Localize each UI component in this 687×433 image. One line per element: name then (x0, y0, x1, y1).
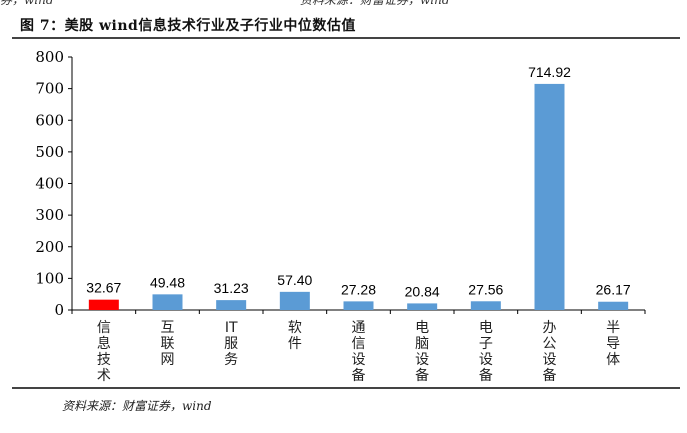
data-label: 20.84 (405, 283, 440, 299)
x-category-label: 软 (288, 320, 302, 336)
bar-8 (534, 83, 565, 310)
x-category-label: 电 (415, 320, 429, 336)
x-category-label: 办 (543, 320, 557, 336)
data-label: 49.48 (150, 274, 185, 290)
source-note: 资料来源：财富证券，wind (62, 399, 212, 413)
bottom-rule (12, 387, 680, 389)
header-fragment-left: 券，wind (0, 0, 54, 7)
header-fragment-middle: 资料来源：财富证券，wind (300, 0, 450, 7)
y-tick-label: 200 (35, 238, 64, 256)
x-category-label: 服 (224, 336, 238, 352)
x-category-label: 务 (224, 352, 238, 368)
x-category-label: 信 (352, 336, 366, 352)
top-rule (12, 37, 680, 39)
data-label: 27.56 (468, 281, 503, 297)
x-category-label: 术 (97, 368, 111, 384)
y-tick-label: 300 (35, 206, 64, 224)
x-category-label: 脑 (415, 336, 429, 352)
data-label: 31.23 (214, 280, 249, 296)
x-category-label: 公 (543, 336, 557, 352)
x-category-label: 备 (415, 367, 429, 384)
x-category-label: 通 (352, 320, 366, 336)
x-category-label: 息 (97, 335, 111, 352)
x-category-label: 技 (97, 352, 111, 368)
bar-2 (152, 294, 183, 310)
bar-9 (598, 301, 629, 310)
x-category-label: 网 (161, 352, 175, 368)
x-category-label: 体 (606, 352, 620, 368)
y-tick-label: 700 (35, 80, 64, 98)
x-category-label: 设 (415, 352, 429, 368)
x-category-label: 联 (161, 336, 175, 352)
x-category-label: 备 (543, 367, 557, 384)
bar-3 (216, 300, 247, 310)
data-label: 714.92 (528, 64, 571, 80)
y-tick-label: 800 (35, 48, 64, 66)
bar-6 (407, 303, 438, 310)
y-tick-label: 100 (35, 269, 64, 287)
x-category-label: 信 (97, 320, 111, 336)
bar-4 (279, 291, 310, 310)
y-tick-label: 0 (54, 301, 64, 319)
x-category-label: IT (225, 320, 238, 336)
x-category-label: 设 (479, 352, 493, 368)
data-label: 26.17 (596, 282, 631, 298)
bar-7 (470, 301, 501, 310)
data-label: 57.40 (277, 272, 312, 288)
y-tick-label: 500 (35, 143, 64, 161)
x-category-label: 子 (479, 336, 493, 352)
y-tick-label: 600 (35, 111, 64, 129)
x-category-label: 备 (479, 367, 493, 384)
x-category-label: 设 (352, 352, 366, 368)
x-category-label: 互 (161, 320, 175, 336)
x-category-label: 备 (352, 367, 366, 384)
x-category-label: 设 (543, 352, 557, 368)
x-category-label: 件 (288, 336, 302, 352)
data-label: 27.28 (341, 281, 376, 297)
bar-1 (88, 299, 119, 310)
x-category-label: 电 (479, 320, 493, 336)
x-category-label: 半 (606, 320, 620, 336)
data-label: 32.67 (86, 280, 121, 296)
x-category-label: 导 (606, 336, 620, 352)
bar-5 (343, 301, 374, 310)
figure-title: 图 7：美股 wind信息技术行业及子行业中位数估值 (20, 18, 356, 34)
y-tick-label: 400 (35, 175, 64, 193)
